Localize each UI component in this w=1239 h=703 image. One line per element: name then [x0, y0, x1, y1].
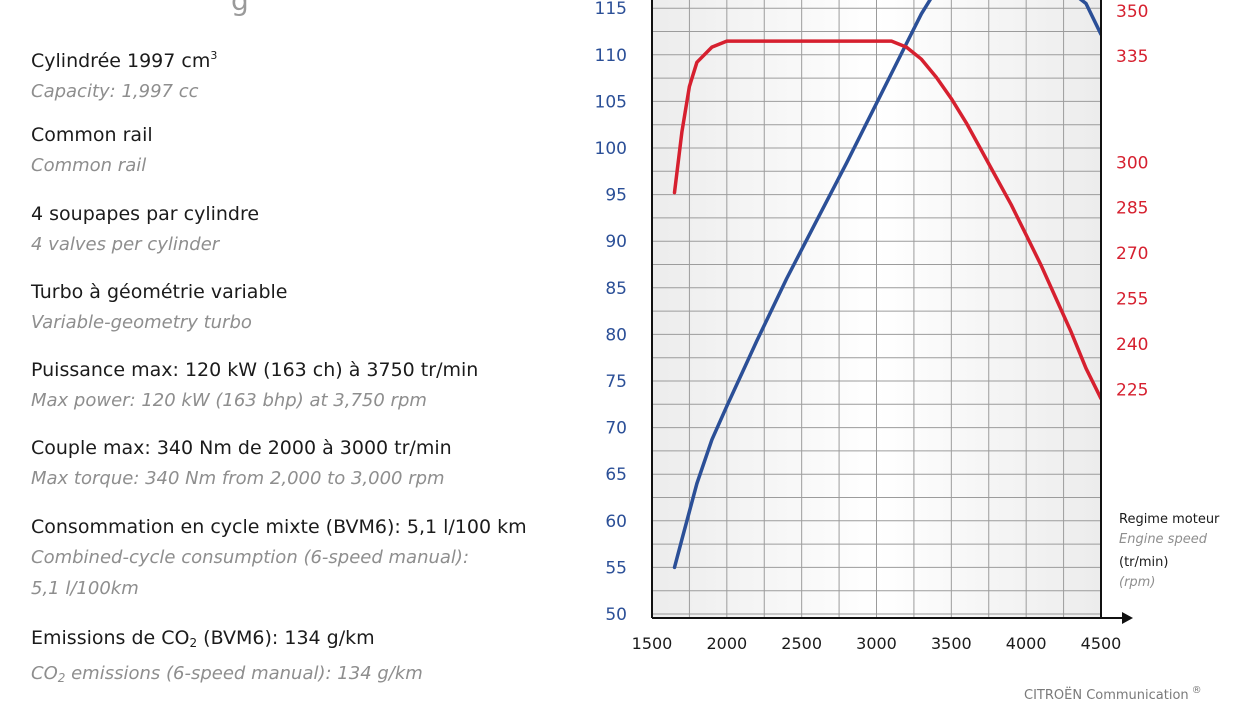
- spec-en: 5,1 l/100km: [31, 578, 139, 599]
- y-tick-label-left: 65: [605, 465, 627, 485]
- y-tick-label-left: 90: [605, 232, 627, 252]
- y-tick-label-right: 255: [1116, 290, 1148, 310]
- spec-en: Combined-cycle consumption (6-speed manu…: [31, 547, 470, 568]
- spec-capacity: Cylindrée 1997 cm3 Capacity: 1,997 cc: [31, 45, 217, 103]
- subscript: 2: [189, 636, 198, 650]
- spec-co2: Emissions de CO2 (BVM6): 134 g/km CO2 em…: [31, 627, 423, 689]
- y-tick-label-right: 270: [1116, 244, 1148, 264]
- spec-consumption: Consommation en cycle mixte (BVM6): 5,1 …: [31, 516, 527, 600]
- spec-en-text: emissions (6-speed manual): 134 g/km: [65, 663, 423, 684]
- y-tick-label-right: 335: [1116, 47, 1148, 67]
- x-tick-label: 4500: [1081, 634, 1122, 653]
- spec-max-torque: Couple max: 340 Nm de 2000 à 3000 tr/min…: [31, 437, 452, 490]
- y-tick-label-left: 110: [595, 46, 627, 66]
- torque-curve: [672, 39, 1101, 401]
- spec-fr: Couple max: 340 Nm de 2000 à 3000 tr/min: [31, 437, 452, 459]
- spec-en: Max power: 120 kW (163 bhp) at 3,750 rpm: [31, 390, 427, 411]
- spec-fr-text: Emissions de CO: [31, 627, 190, 649]
- spec-fr: Emissions de CO2 (BVM6): 134 g/km: [31, 627, 423, 654]
- y-tick-label-left: 100: [595, 139, 627, 159]
- x-axis-title: Regime moteur Engine speed (tr/min) (rpm…: [1119, 512, 1219, 590]
- axes: [651, 0, 1133, 624]
- x-tick-label: 1500: [632, 634, 673, 653]
- y-tick-label-left: 85: [605, 279, 627, 299]
- y-tick-label-left: 50: [605, 605, 627, 625]
- x-axis-title-fr: Regime moteur: [1119, 512, 1220, 527]
- spec-en: Variable-geometry turbo: [31, 312, 252, 333]
- spec-en: 4 valves per cylinder: [31, 234, 220, 255]
- series-group: [672, 0, 1101, 570]
- y-tick-label-left: 105: [595, 92, 627, 112]
- y-tick-label-right: 300: [1116, 153, 1148, 173]
- power-curve: [672, 0, 1101, 570]
- x-tick-label: 4000: [1006, 634, 1047, 653]
- y-tick-label-left: 60: [605, 512, 627, 532]
- spec-turbo: Turbo à géométrie variable Variable-geom…: [31, 281, 287, 334]
- x-tick-label: 2000: [706, 634, 747, 653]
- spec-common-rail: Common rail Common rail: [31, 124, 153, 177]
- tick-labels: 50 55 60 65 70 75 80 85 90 95 100 105 110 115 225 240 25…: [595, 0, 1149, 653]
- y-tick-label-right: 225: [1116, 381, 1148, 401]
- y-tick-label-right: 240: [1116, 335, 1148, 355]
- x-axis-unit-en: (rpm): [1119, 575, 1156, 590]
- spec-fr: 4 soupapes par cylindre: [31, 203, 260, 225]
- y-tick-label-left: 115: [595, 0, 627, 19]
- credit-text: CITROËN Communication: [1024, 688, 1189, 703]
- y-tick-label-right: 285: [1116, 199, 1148, 219]
- spec-fr: Puissance max: 120 kW (163 ch) à 3750 tr…: [31, 359, 479, 381]
- spec-en: CO2 emissions (6-speed manual): 134 g/km: [31, 663, 423, 689]
- x-axis-title-en: Engine speed: [1119, 532, 1207, 547]
- subscript: 2: [57, 671, 66, 685]
- y-tick-label-left: 55: [605, 558, 627, 578]
- spec-en: Capacity: 1,997 cc: [31, 81, 199, 102]
- spec-en: Common rail: [31, 155, 147, 176]
- spec-max-power: Puissance max: 120 kW (163 ch) à 3750 tr…: [31, 359, 478, 412]
- spec-en-text: CO: [31, 663, 58, 684]
- x-tick-label: 2500: [781, 634, 822, 653]
- y-tick-label-left: 70: [605, 419, 627, 439]
- x-tick-label: 3500: [931, 634, 972, 653]
- credit: CITROËN Communication ®: [1024, 685, 1202, 703]
- registered-mark: ®: [1191, 685, 1202, 696]
- spec-fr-text: Cylindrée 1997 cm: [31, 50, 211, 72]
- x-tick-label: 3000: [856, 634, 897, 653]
- x-axis-arrow: [1122, 612, 1133, 624]
- grid: [652, 0, 1101, 618]
- spec-valves: 4 soupapes par cylindre 4 valves per cyl…: [31, 203, 259, 256]
- spec-fr: Consommation en cycle mixte (BVM6): 5,1 …: [31, 516, 527, 538]
- y-tick-label-left: 95: [605, 186, 627, 206]
- y-tick-label-left: 75: [605, 372, 627, 392]
- y-tick-label-left: 80: [605, 325, 627, 345]
- spec-fr-text: (BVM6): 134 g/km: [197, 627, 375, 649]
- spec-fr: Common rail: [31, 124, 153, 146]
- cut-title-fragment: g: [231, 0, 249, 17]
- superscript: 3: [210, 49, 218, 62]
- x-axis-unit-fr: (tr/min): [1119, 555, 1169, 570]
- spec-en: Max torque: 340 Nm from 2,000 to 3,000 r…: [31, 468, 445, 489]
- y-tick-label-right: 350: [1116, 2, 1148, 22]
- spec-fr: Turbo à géométrie variable: [31, 281, 288, 303]
- spec-fr: Cylindrée 1997 cm3: [31, 45, 217, 72]
